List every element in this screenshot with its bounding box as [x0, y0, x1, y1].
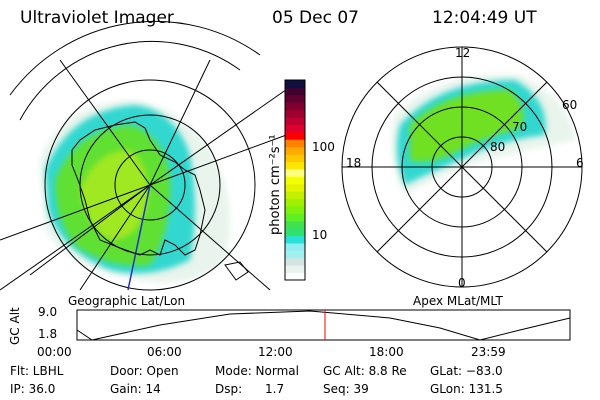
- alt-xtick: 00:00: [37, 345, 72, 359]
- alt-ytick-9: 9.0: [38, 305, 58, 319]
- filter-info: Flt: LBHL: [10, 364, 64, 378]
- colorbar-band: [285, 102, 305, 111]
- alt-curve: [76, 310, 571, 341]
- colorbar-band: [285, 265, 305, 274]
- colorbar-band: [285, 154, 305, 162]
- alt-plot-frame: [76, 309, 571, 341]
- colorbar-band: [285, 161, 305, 170]
- right-map-grid: [341, 46, 583, 288]
- colorbar-tick-100: 100: [312, 140, 335, 154]
- left-map-grid: [0, 20, 301, 291]
- alt-xtick: 23:59: [471, 345, 506, 359]
- mode-info: Mode: Normal: [215, 364, 299, 378]
- colorbar-unit-label: photon cm⁻²s⁻¹: [268, 134, 283, 235]
- right-map-label: Apex MLat/MLT: [413, 294, 503, 308]
- door-info: Door: Open: [110, 364, 179, 378]
- coastline: [71, 121, 249, 281]
- seq-info: Seq: 39: [323, 382, 369, 396]
- colorbar-band: [285, 272, 305, 281]
- colorbar-band: [285, 257, 305, 266]
- colorbar-band: [285, 213, 305, 222]
- colorbar: [285, 80, 305, 281]
- alt-xtick: 18:00: [369, 345, 404, 359]
- ip-info: IP: 36.0: [10, 382, 56, 396]
- colorbar-band: [285, 87, 305, 96]
- colorbar-band: [285, 228, 305, 237]
- alt-ylabel: GC Alt: [8, 307, 22, 345]
- lat-label-70: 70: [512, 120, 528, 134]
- colorbar-band: [285, 198, 305, 207]
- dsp-label: Dsp:: [215, 382, 243, 396]
- glat-info: GLat: −83.0: [430, 364, 503, 378]
- colorbar-band: [285, 191, 305, 200]
- colorbar-band: [285, 139, 305, 148]
- colorbar-band: [285, 146, 305, 155]
- mlt-label-12: 12: [455, 46, 471, 60]
- colorbar-band: [285, 250, 305, 259]
- left-map-label: Geographic Lat/Lon: [68, 294, 186, 308]
- date-label: 05 Dec 07: [272, 8, 359, 28]
- right-aurora-image: [391, 74, 575, 195]
- colorbar-band: [285, 235, 305, 244]
- left-aurora-image: [40, 100, 230, 283]
- colorbar-frame: [284, 79, 306, 281]
- colorbar-band: [285, 220, 305, 229]
- colorbar-band: [285, 109, 305, 118]
- time-label: 12:04:49 UT: [432, 8, 537, 28]
- alt-xtick: 12:00: [258, 345, 293, 359]
- colorbar-band: [285, 205, 305, 214]
- colorbar-band: [285, 183, 305, 192]
- colorbar-tick-10: 10: [312, 228, 328, 242]
- glon-info: GLon: 131.5: [430, 382, 503, 396]
- lat-label-60: 60: [562, 98, 578, 112]
- alt-xtick: 06:00: [147, 345, 182, 359]
- lat-label-80: 80: [490, 140, 506, 154]
- gain-info: Gain: 14: [110, 382, 161, 396]
- gc-alt-info: GC Alt: 8.8 Re: [323, 364, 407, 378]
- dsp-value: 1.7: [265, 382, 285, 396]
- colorbar-band: [285, 131, 305, 140]
- alt-ytick-1: 1.8: [38, 327, 58, 341]
- colorbar-band: [285, 94, 305, 103]
- colorbar-band: [285, 168, 305, 177]
- instrument-title: Ultraviolet Imager: [20, 8, 174, 28]
- mlt-label-18: 18: [346, 156, 362, 170]
- colorbar-band: [285, 176, 305, 185]
- mlt-label-0: 0: [458, 276, 466, 290]
- colorbar-band: [285, 242, 305, 251]
- colorbar-band: [285, 117, 305, 125]
- colorbar-band: [285, 124, 305, 133]
- colorbar-band: [285, 80, 305, 88]
- mlt-label-6: 6: [576, 156, 584, 170]
